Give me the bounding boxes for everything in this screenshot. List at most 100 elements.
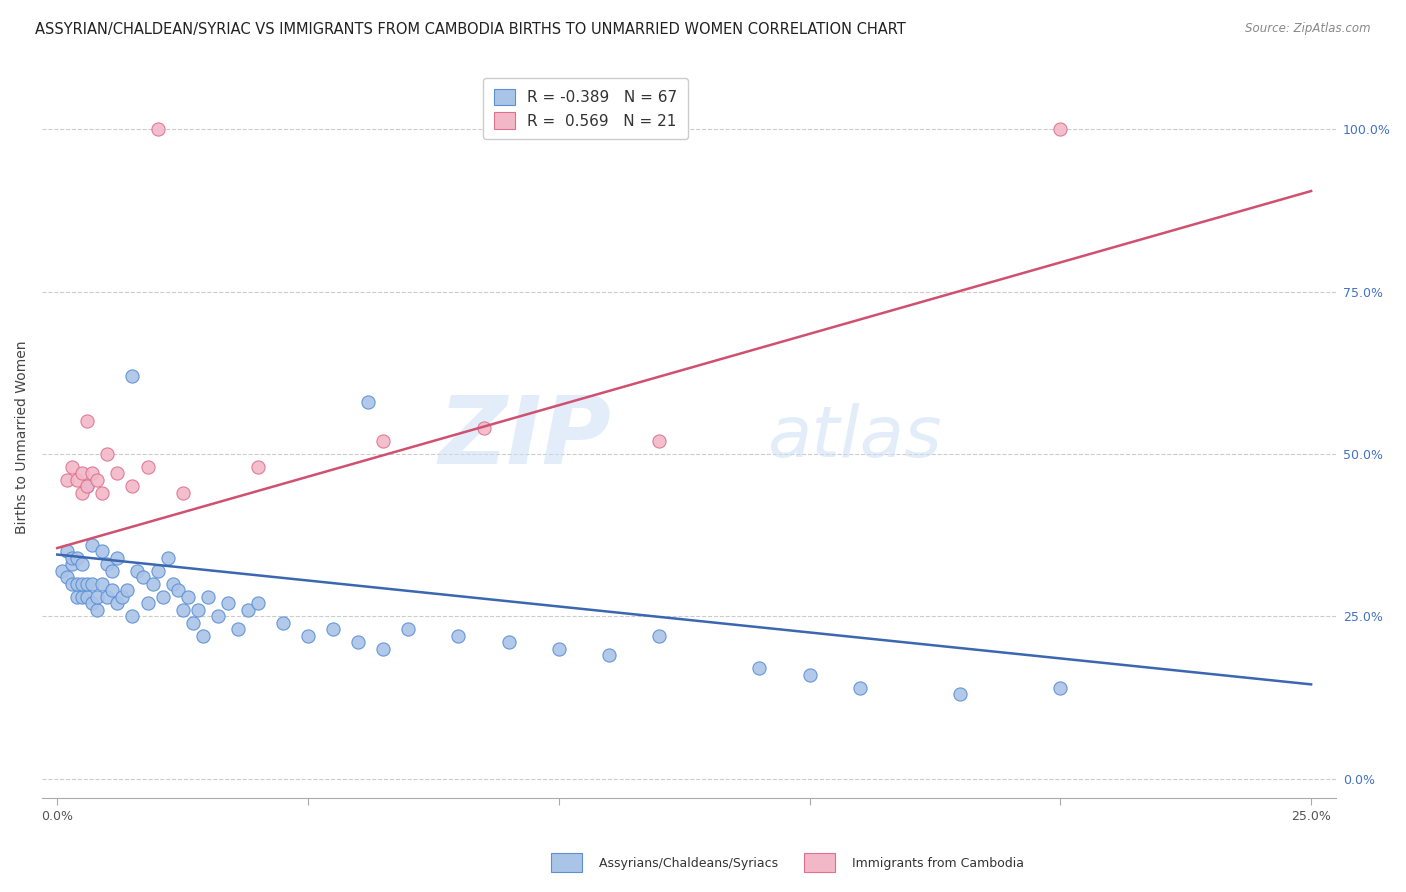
Point: [82, 596, 104, 610]
Point: [91, 544, 114, 558]
Point: [226, 622, 249, 636]
Point: [162, 576, 184, 591]
Point: [271, 615, 294, 630]
Point: [60, 459, 83, 474]
Point: [176, 590, 198, 604]
Point: [347, 635, 370, 649]
Point: [111, 590, 134, 604]
Point: [207, 609, 229, 624]
Point: [373, 434, 395, 448]
Point: [136, 459, 159, 474]
Point: [60, 576, 83, 591]
Point: [166, 583, 188, 598]
Point: [76, 590, 98, 604]
Point: [76, 576, 98, 591]
Legend: R = -0.389   N = 67, R =  0.569   N = 21: R = -0.389 N = 67, R = 0.569 N = 21: [484, 78, 688, 139]
Point: [146, 122, 169, 136]
Point: [1049, 681, 1071, 695]
Point: [101, 564, 124, 578]
Point: [131, 570, 153, 584]
Point: [396, 622, 419, 636]
Text: ASSYRIAN/CHALDEAN/SYRIAC VS IMMIGRANTS FROM CAMBODIA BIRTHS TO UNMARRIED WOMEN C: ASSYRIAN/CHALDEAN/SYRIAC VS IMMIGRANTS F…: [35, 22, 905, 37]
Point: [648, 434, 671, 448]
Point: [127, 564, 149, 578]
Point: [86, 603, 108, 617]
Point: [181, 615, 204, 630]
Point: [191, 629, 214, 643]
Point: [56, 544, 79, 558]
Point: [66, 473, 89, 487]
Point: [322, 622, 344, 636]
Point: [66, 590, 89, 604]
Point: [648, 629, 671, 643]
Text: Immigrants from Cambodia: Immigrants from Cambodia: [844, 857, 1024, 870]
Point: [60, 558, 83, 572]
Text: ZIP: ZIP: [439, 392, 612, 483]
Point: [472, 421, 495, 435]
Point: [72, 576, 94, 591]
Point: [91, 576, 114, 591]
Point: [236, 603, 259, 617]
Point: [91, 486, 114, 500]
Point: [76, 479, 98, 493]
Point: [949, 687, 972, 701]
Point: [101, 583, 124, 598]
Point: [121, 369, 143, 384]
Point: [156, 550, 179, 565]
Point: [748, 661, 770, 675]
Point: [66, 576, 89, 591]
Point: [498, 635, 520, 649]
Point: [86, 590, 108, 604]
Point: [246, 596, 269, 610]
Point: [76, 415, 98, 429]
Point: [121, 609, 143, 624]
FancyBboxPatch shape: [804, 853, 835, 872]
Y-axis label: Births to Unmarried Women: Births to Unmarried Women: [15, 341, 30, 534]
Point: [297, 629, 319, 643]
Point: [82, 576, 104, 591]
Point: [1049, 122, 1071, 136]
Point: [373, 641, 395, 656]
Point: [357, 395, 380, 409]
Point: [76, 479, 98, 493]
Point: [246, 459, 269, 474]
Point: [72, 486, 94, 500]
Point: [172, 486, 194, 500]
Point: [136, 596, 159, 610]
Point: [217, 596, 239, 610]
Point: [172, 603, 194, 617]
Point: [56, 570, 79, 584]
Point: [107, 550, 129, 565]
Point: [60, 550, 83, 565]
Point: [547, 641, 569, 656]
Point: [152, 590, 174, 604]
Point: [86, 473, 108, 487]
Point: [107, 467, 129, 481]
Point: [96, 447, 118, 461]
Point: [447, 629, 470, 643]
Point: [197, 590, 219, 604]
Point: [96, 558, 118, 572]
Text: Source: ZipAtlas.com: Source: ZipAtlas.com: [1246, 22, 1371, 36]
Point: [848, 681, 870, 695]
FancyBboxPatch shape: [551, 853, 582, 872]
Point: [117, 583, 139, 598]
Point: [799, 667, 821, 681]
Point: [72, 558, 94, 572]
Point: [82, 538, 104, 552]
Point: [141, 576, 163, 591]
Point: [72, 590, 94, 604]
Point: [96, 590, 118, 604]
Point: [187, 603, 209, 617]
Point: [56, 473, 79, 487]
Text: Assyrians/Chaldeans/Syriacs: Assyrians/Chaldeans/Syriacs: [591, 857, 778, 870]
Text: atlas: atlas: [766, 403, 942, 472]
Point: [72, 467, 94, 481]
Point: [598, 648, 620, 662]
Point: [121, 479, 143, 493]
Point: [146, 564, 169, 578]
Point: [82, 467, 104, 481]
Point: [51, 564, 73, 578]
Point: [107, 596, 129, 610]
Point: [66, 550, 89, 565]
